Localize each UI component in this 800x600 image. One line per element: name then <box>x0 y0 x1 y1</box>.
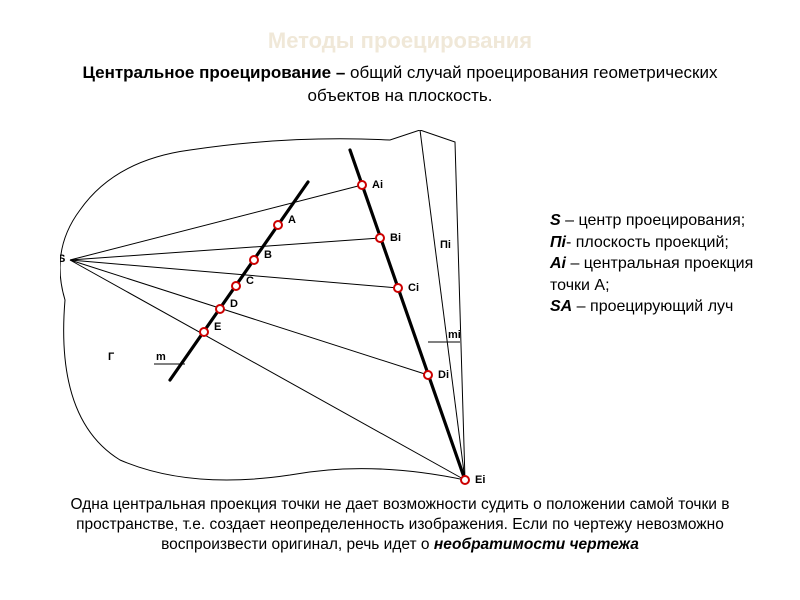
svg-text:mi: mi <box>448 329 461 341</box>
legend-sa-txt: – проецирующий луч <box>572 298 733 315</box>
subtitle: Центральное проецирование – общий случай… <box>60 62 740 108</box>
svg-text:D: D <box>230 298 238 310</box>
svg-text:Ai: Ai <box>372 179 383 191</box>
legend-pi-txt: - плоскость проекций; <box>566 234 729 251</box>
page-title: Методы проецирования <box>0 28 800 54</box>
legend-sa-sym: SA <box>550 298 572 315</box>
legend-s-sym: S <box>550 212 561 229</box>
svg-text:Пi: Пi <box>440 239 451 251</box>
subtitle-bold: Центральное проецирование – <box>83 63 351 82</box>
legend-pi-sym: Пi <box>550 234 566 251</box>
svg-text:m: m <box>156 351 166 363</box>
svg-text:B: B <box>264 249 272 261</box>
svg-text:Bi: Bi <box>390 232 401 244</box>
projection-diagram: A B CDE Ai Bi Ci Di Ei S Гm mi Пi <box>60 130 500 490</box>
subtitle-rest: общий случай проецирования геометрически… <box>308 63 718 105</box>
svg-text:Ci: Ci <box>408 282 419 294</box>
legend: S – центр проецирования; Пi- плоскость п… <box>550 210 780 318</box>
legend-ai-sym: Аi <box>550 255 566 272</box>
legend-ai-txt: – центральная проекция точки А; <box>550 255 753 294</box>
svg-text:Di: Di <box>438 369 449 381</box>
svg-text:A: A <box>288 214 296 226</box>
svg-text:E: E <box>214 321 221 333</box>
footer-emph: необратимости чертежа <box>434 536 639 553</box>
svg-text:Ei: Ei <box>475 474 485 486</box>
svg-text:S: S <box>60 253 65 265</box>
svg-text:C: C <box>246 275 254 287</box>
page: Методы проецирования Центральное проецир… <box>0 0 800 600</box>
svg-text:Г: Г <box>108 351 115 363</box>
legend-s-txt: – центр проецирования; <box>561 212 746 229</box>
footer-text: Одна центральная проекция точки не дает … <box>50 495 750 555</box>
